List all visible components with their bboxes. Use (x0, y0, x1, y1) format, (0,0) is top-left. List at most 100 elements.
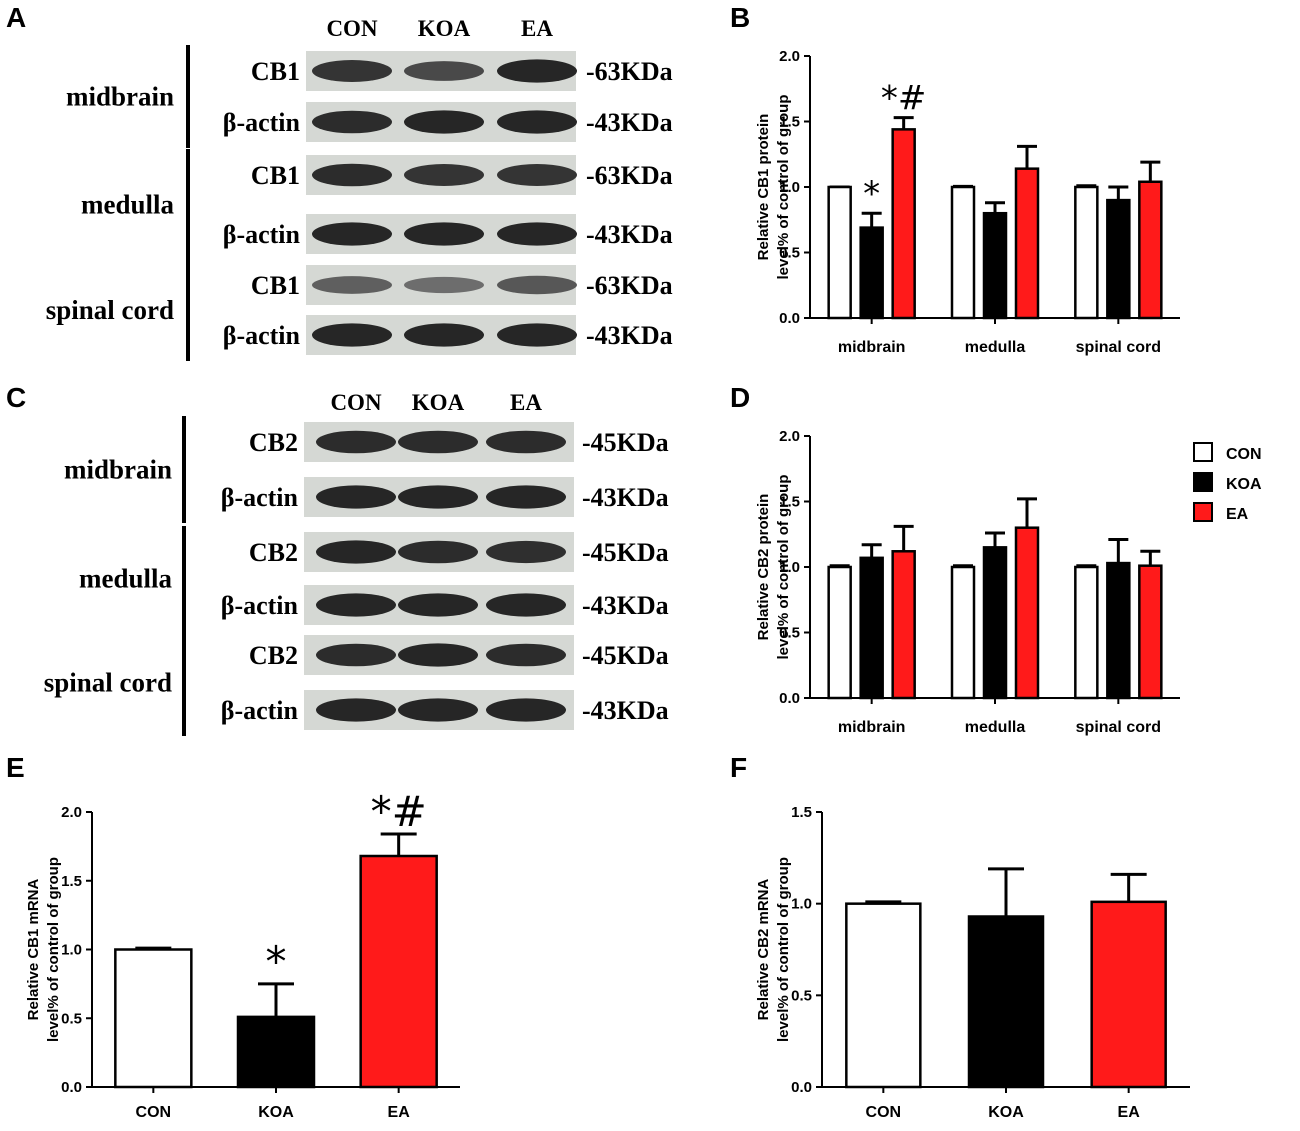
bar-ea (359, 854, 438, 1089)
blot-band (316, 430, 396, 454)
y-axis-label: level% of control of group (775, 857, 792, 1042)
blot-band (404, 276, 484, 294)
bar-koa (859, 226, 884, 320)
region-bracket (186, 259, 190, 361)
chart-panel-b: Relative CB1 protein level% of control of… (755, 48, 1180, 356)
bar-koa (982, 211, 1008, 320)
significance-marker: * (863, 174, 880, 214)
blot-band (497, 110, 577, 134)
protein-label: CB1 (251, 57, 300, 86)
bar-con (1074, 565, 1099, 700)
blot-band (497, 59, 577, 83)
y-tick-label: 1.0 (779, 179, 800, 196)
y-axis-label: level% of control of group (775, 94, 792, 279)
bar-con (827, 185, 852, 320)
x-category-label: midbrain (838, 719, 906, 736)
region-label: spinal cord (44, 668, 172, 698)
blot-band (497, 164, 577, 186)
blot-band (486, 643, 566, 667)
x-category-label: CON (866, 1104, 902, 1121)
region-bracket (186, 45, 190, 148)
region-bracket (186, 149, 190, 260)
legend-swatch-ea (1193, 502, 1213, 522)
panel-letter-e: E (6, 752, 25, 783)
legend-swatch-koa (1193, 472, 1213, 492)
size-label: -43KDa (586, 108, 673, 137)
blot-band (404, 164, 484, 186)
size-label: -63KDa (586, 57, 673, 86)
size-label: -63KDa (586, 271, 673, 300)
y-tick-label: 1.5 (791, 804, 812, 821)
panel-letter-b: B (730, 2, 751, 33)
y-tick-label: 0.0 (779, 690, 800, 707)
bar-ea (891, 550, 916, 700)
y-tick-label: 0.0 (779, 310, 800, 327)
blot-band (316, 593, 396, 617)
lane-label-koa: KOA (418, 16, 471, 41)
chart-legend: CON KOA EA (1193, 442, 1262, 523)
bar-koa (982, 546, 1008, 700)
y-tick-label: 0.5 (779, 625, 800, 642)
y-axis-label: Relative CB2 protein (755, 494, 772, 641)
region-label: midbrain (64, 455, 172, 485)
size-label: -63KDa (586, 161, 673, 190)
y-axis-label: level% of control of group (775, 474, 792, 659)
protein-label: CB2 (249, 641, 298, 670)
blot-band (404, 61, 484, 81)
size-label: -43KDa (586, 321, 673, 350)
region-bracket (182, 416, 186, 523)
region-bracket (182, 526, 186, 631)
y-axis-label: Relative CB1 protein (755, 114, 772, 261)
x-category-label: spinal cord (1076, 719, 1161, 736)
blot-band (486, 540, 566, 564)
size-label: -45KDa (582, 641, 669, 670)
blot-band (404, 110, 484, 134)
bar-koa (1106, 198, 1131, 320)
bar-con (950, 565, 976, 700)
size-label: -43KDa (586, 220, 673, 249)
y-tick-label: 0.0 (61, 1079, 82, 1096)
x-category-label: KOA (258, 1104, 294, 1121)
bar-koa (859, 556, 884, 700)
protein-label: β-actin (223, 108, 301, 137)
x-category-label: CON (136, 1104, 172, 1121)
protein-label: CB2 (249, 538, 298, 567)
protein-label: β-actin (223, 220, 301, 249)
y-tick-label: 2.0 (61, 804, 82, 821)
blot-band (486, 593, 566, 617)
blot-band (398, 593, 478, 617)
bar-koa (967, 915, 1045, 1089)
y-tick-label: 0.5 (779, 245, 800, 262)
lane-label-con: CON (326, 16, 378, 41)
protein-label: β-actin (221, 696, 299, 725)
blot-band (398, 540, 478, 564)
lane-label-con: CON (330, 390, 382, 415)
bar-ea (1138, 564, 1163, 700)
y-tick-label: 0.0 (791, 1079, 812, 1096)
lane-label-koa: KOA (412, 390, 465, 415)
blot-band (312, 60, 392, 82)
bar-con (114, 948, 193, 1089)
y-axis-label: Relative CB2 mRNA (755, 878, 772, 1020)
blot-band (312, 110, 392, 134)
chart-panel-f: Relative CB2 mRNA level% of control of gr… (755, 804, 1190, 1121)
x-category-label: medulla (965, 719, 1026, 736)
bar-con (1074, 185, 1099, 320)
size-label: -45KDa (582, 538, 669, 567)
blot-band (497, 222, 577, 246)
y-tick-label: 1.5 (779, 494, 800, 511)
bar-ea (1090, 900, 1167, 1089)
legend-label-ea: EA (1226, 506, 1249, 523)
bar-ea (1014, 167, 1040, 320)
size-label: -43KDa (582, 696, 669, 725)
x-category-label: KOA (988, 1104, 1024, 1121)
y-tick-label: 0.5 (791, 987, 812, 1004)
y-tick-label: 2.0 (779, 428, 800, 445)
blot-band (404, 323, 484, 347)
blot-band (312, 163, 392, 187)
blot-band (316, 485, 396, 509)
region-label: spinal cord (46, 295, 174, 325)
size-label: -43KDa (582, 483, 669, 512)
bar-con (845, 902, 922, 1089)
blot-band (486, 485, 566, 509)
